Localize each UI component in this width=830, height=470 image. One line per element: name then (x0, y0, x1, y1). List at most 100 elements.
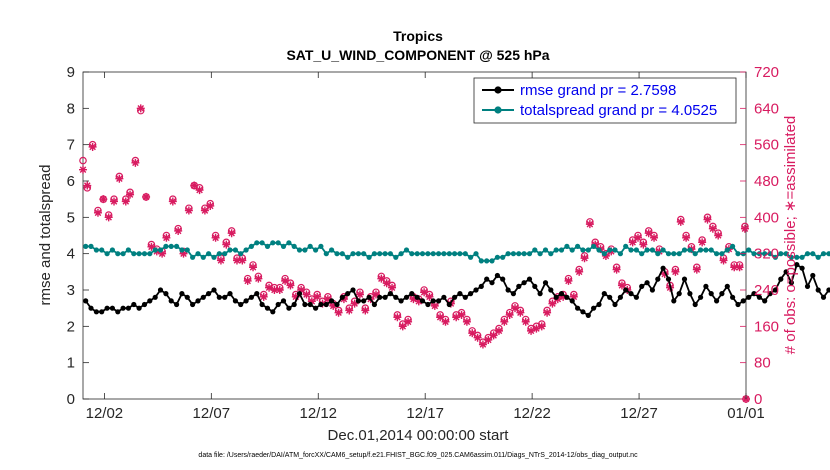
totalspread-point (724, 247, 730, 253)
totalspread-point (291, 243, 297, 249)
obs-assimilated-marker (452, 313, 461, 322)
rmse-point (190, 301, 196, 308)
totalspread-point (510, 251, 516, 257)
rmse-point (521, 280, 527, 286)
totalspread-point (692, 251, 698, 257)
totalspread-point (355, 251, 361, 257)
totalspread-point (698, 247, 704, 253)
rmse-point (473, 287, 479, 293)
totalspread-point (569, 247, 575, 253)
totalspread-point (350, 251, 356, 257)
rmse-point (361, 298, 367, 304)
totalspread-point (436, 251, 442, 257)
totalspread-point (767, 251, 773, 257)
obs-assimilated-marker (238, 256, 247, 265)
obs-assimilated-marker (121, 197, 130, 206)
obs-assimilated-marker (254, 274, 263, 283)
rmse-point (778, 276, 784, 282)
rmse-point (746, 294, 752, 300)
rmse-point (206, 291, 212, 297)
obs-assimilated-marker (302, 290, 311, 299)
rmse-point (772, 287, 779, 293)
obs-assimilated-marker (372, 290, 381, 299)
obs-possible-marker (79, 156, 87, 165)
obs-assimilated-marker (548, 299, 557, 308)
totalspread-point (206, 251, 212, 257)
rmse-point (168, 298, 174, 304)
obs-assimilated-marker (484, 335, 493, 344)
rmse-point (414, 294, 420, 300)
obs-assimilated-marker (174, 226, 183, 235)
y-right-tick-label: 160 (754, 318, 779, 335)
totalspread-point (820, 251, 827, 257)
obs-assimilated-marker (478, 340, 487, 349)
obs-assimilated-marker (382, 279, 391, 288)
rmse-point (585, 312, 591, 318)
obs-assimilated-marker (270, 286, 279, 294)
rmse-point (323, 301, 329, 308)
y-right-tick-label: 640 (754, 100, 779, 117)
totalspread-point (296, 247, 303, 253)
rmse-point (270, 309, 276, 315)
rmse-point (591, 305, 597, 311)
obs-assimilated-marker (286, 281, 295, 290)
rmse-point (452, 294, 458, 300)
rmse-point (425, 301, 431, 308)
totalspread-point (612, 247, 618, 253)
rmse-point (280, 298, 287, 304)
rmse-point (815, 287, 821, 293)
obs-assimilated-marker (388, 283, 397, 292)
rmse-point (500, 276, 506, 282)
totalspread-point (542, 247, 549, 253)
totalspread-point (361, 251, 367, 257)
rmse-point (762, 298, 768, 304)
totalspread-point (462, 251, 468, 257)
totalspread-point (409, 251, 415, 257)
obs-assimilated-marker (639, 240, 648, 249)
plot-frame (82, 71, 747, 400)
totalspread-point (174, 243, 180, 249)
rmse-point (302, 301, 308, 308)
totalspread-point (500, 254, 506, 260)
rmse-point (655, 276, 661, 282)
rmse-point (398, 298, 404, 304)
totalspread-point (264, 243, 271, 249)
obs-assimilated-marker (462, 317, 471, 326)
rmse-point (419, 298, 426, 304)
obs-assimilated-marker (158, 249, 167, 258)
totalspread-point (323, 251, 329, 257)
obs-assimilated-marker (104, 213, 113, 222)
totalspread-point (243, 247, 249, 253)
rmse-point (623, 287, 629, 293)
rmse-point (665, 276, 672, 282)
obs-assimilated-marker (569, 292, 578, 301)
rmse-point (526, 276, 533, 282)
obs-assimilated-marker (650, 233, 659, 242)
totalspread-point (147, 251, 153, 257)
obs-assimilated-marker (99, 195, 108, 204)
rmse-point (607, 294, 613, 300)
rmse-point (313, 305, 319, 311)
obs-assimilated-marker (468, 329, 477, 338)
totalspread-point (200, 254, 206, 260)
totalspread-point (628, 247, 634, 253)
totalspread-point (259, 240, 265, 246)
totalspread-point (313, 247, 319, 253)
obs-assimilated-marker (355, 290, 364, 299)
totalspread-point (751, 251, 757, 257)
obs-assimilated-marker (323, 295, 332, 304)
totalspread-point (489, 258, 495, 264)
rmse-point (468, 291, 474, 297)
obs-assimilated-marker (500, 317, 509, 326)
rmse-point (377, 294, 383, 300)
obs-assimilated-marker (393, 313, 402, 322)
totalspread-point (746, 247, 752, 253)
totalspread-point (671, 251, 677, 257)
rmse-point (708, 291, 714, 297)
totalspread-point (286, 240, 292, 246)
totalspread-point (184, 247, 190, 253)
totalspread-point (537, 251, 543, 257)
obs-assimilated-marker (275, 286, 284, 294)
obs-assimilated-marker (617, 281, 626, 290)
totalspread-point (366, 254, 372, 260)
